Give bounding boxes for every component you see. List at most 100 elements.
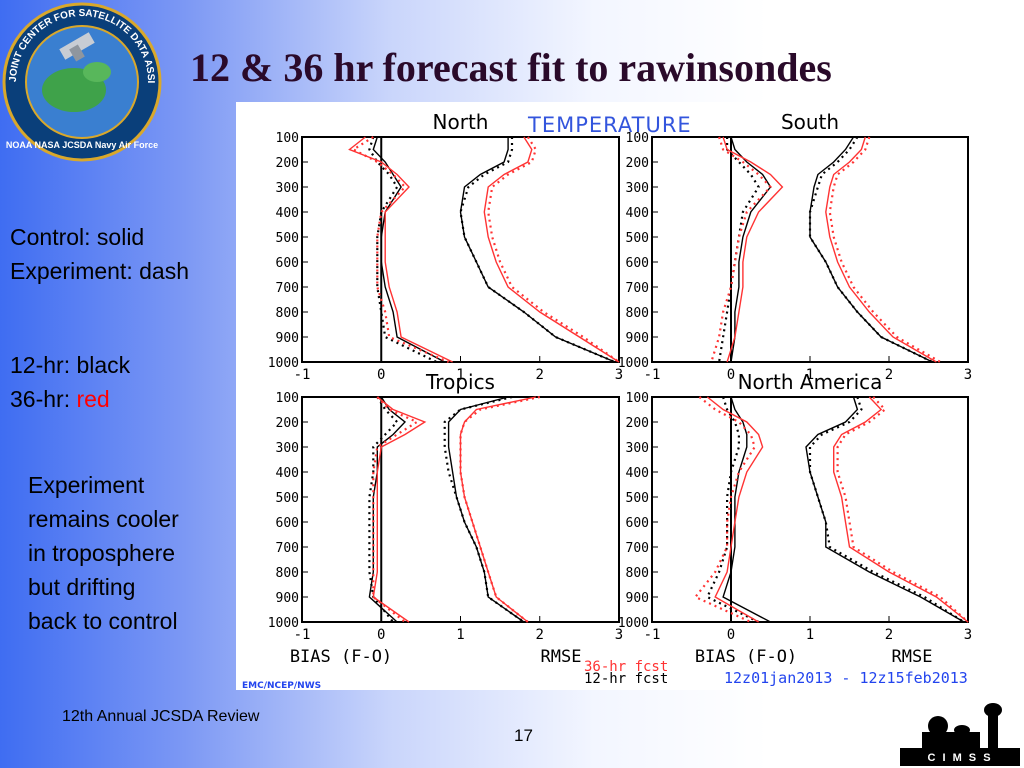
series-line-rmse-36hr-control bbox=[825, 136, 937, 363]
y-tick-label: 800 bbox=[276, 306, 299, 321]
logo-bottom-text: NOAA NASA JCSDA Navy Air Force bbox=[6, 140, 158, 150]
y-tick-label: 700 bbox=[276, 541, 299, 556]
x-tick-label: 3 bbox=[615, 367, 623, 383]
y-tick-label: 600 bbox=[276, 256, 299, 271]
note-line: remains cooler bbox=[28, 506, 179, 532]
footer-text: 12th Annual JCSDA Review bbox=[62, 708, 260, 725]
panel-title: North bbox=[433, 110, 489, 134]
x-tick-label: 0 bbox=[377, 627, 385, 643]
x-tick-label: 3 bbox=[964, 367, 972, 383]
y-tick-label: 100 bbox=[276, 131, 299, 146]
y-tick-label: 1000 bbox=[618, 356, 649, 371]
xlabel-bias-right: BIAS (F-O) bbox=[695, 647, 797, 667]
x-tick-label: -1 bbox=[294, 627, 311, 643]
series-line-rmse-36hr-experiment bbox=[459, 395, 541, 623]
cimss-text: C I M S S bbox=[927, 752, 992, 764]
x-tick-label: 0 bbox=[727, 367, 735, 383]
y-tick-label: 100 bbox=[276, 391, 299, 406]
y-tick-label: 200 bbox=[626, 156, 649, 171]
note-line: but drifting bbox=[28, 574, 136, 600]
panel-title: South bbox=[781, 110, 839, 134]
y-tick-label: 400 bbox=[276, 466, 299, 481]
x-tick-label: 1 bbox=[806, 367, 814, 383]
series-line-bias-12hr-experiment bbox=[705, 396, 760, 623]
x-tick-label: 2 bbox=[536, 627, 544, 643]
y-tick-label: 400 bbox=[276, 206, 299, 221]
variable-label: TEMPERATURE bbox=[527, 113, 692, 137]
x-tick-label: 0 bbox=[377, 367, 385, 383]
page-number: 17 bbox=[514, 726, 533, 745]
x-tick-label: 2 bbox=[885, 627, 893, 643]
plot-frame bbox=[301, 136, 620, 363]
y-tick-label: 600 bbox=[626, 256, 649, 271]
series-line-rmse-12hr-experiment bbox=[443, 395, 525, 623]
x-tick-label: 1 bbox=[456, 627, 464, 643]
jcsda-logo: JOINT CENTER FOR SATELLITE DATA ASSIMILA… bbox=[2, 2, 162, 162]
note-line: Experiment bbox=[28, 472, 145, 498]
x-tick-label: 3 bbox=[615, 627, 623, 643]
note-line: in troposphere bbox=[28, 540, 176, 566]
y-tick-label: 300 bbox=[626, 181, 649, 196]
series-line-bias-12hr-control bbox=[372, 136, 446, 363]
y-tick-label: 200 bbox=[276, 416, 299, 431]
y-tick-label: 700 bbox=[626, 541, 649, 556]
y-tick-label: 1000 bbox=[268, 356, 299, 371]
x-tick-label: -1 bbox=[644, 367, 661, 383]
y-tick-label: 800 bbox=[626, 566, 649, 581]
y-tick-label: 400 bbox=[626, 206, 649, 221]
y-tick-label: 100 bbox=[626, 391, 649, 406]
series-line-rmse-36hr-experiment bbox=[828, 136, 941, 363]
y-tick-label: 900 bbox=[276, 591, 299, 606]
series-line-rmse-12hr-experiment bbox=[808, 136, 933, 363]
series-line-bias-36hr-control bbox=[372, 396, 427, 623]
y-tick-label: 1000 bbox=[268, 616, 299, 631]
run-legend: Control: solid Experiment: dash bbox=[10, 220, 189, 288]
x-tick-label: 2 bbox=[536, 367, 544, 383]
series-line-rmse-36hr-experiment bbox=[487, 136, 620, 363]
series-line-bias-36hr-control bbox=[722, 136, 784, 363]
y-tick-label: 300 bbox=[276, 181, 299, 196]
legend-12hr: 12-hr fcst bbox=[584, 671, 668, 687]
forecast-legend: 12-hr: black 36-hr: red bbox=[10, 348, 130, 416]
xlabel-rmse-right: RMSE bbox=[892, 647, 933, 667]
xlabel-bias-left: BIAS (F-O) bbox=[290, 647, 392, 667]
plot-frame bbox=[651, 136, 969, 363]
experiment-legend: Experiment: dash bbox=[10, 258, 189, 284]
series-line-rmse-36hr-control bbox=[483, 136, 620, 363]
y-tick-label: 900 bbox=[276, 331, 299, 346]
slide-title: 12 & 36 hr forecast fit to rawinsondes bbox=[190, 45, 832, 90]
hr36-legend: 36-hr: red bbox=[10, 382, 130, 416]
x-tick-label: 1 bbox=[806, 627, 814, 643]
x-tick-label: -1 bbox=[644, 627, 661, 643]
series-line-bias-36hr-experiment bbox=[693, 396, 756, 624]
x-tick-label: 1 bbox=[456, 367, 464, 383]
series-line-bias-36hr-control bbox=[706, 396, 764, 623]
y-tick-label: 200 bbox=[276, 156, 299, 171]
series-line-rmse-12hr-control bbox=[805, 396, 965, 623]
hr36-word: red bbox=[76, 386, 110, 412]
cimss-logo: C I M S S bbox=[900, 703, 1020, 766]
series-line-rmse-12hr-experiment bbox=[459, 137, 616, 364]
note-line: back to control bbox=[28, 608, 178, 634]
y-tick-label: 200 bbox=[626, 416, 649, 431]
y-tick-label: 300 bbox=[626, 441, 649, 456]
x-tick-label: 2 bbox=[885, 367, 893, 383]
figure-credit: EMC/NCEP/NWS bbox=[242, 681, 321, 690]
y-tick-label: 900 bbox=[626, 331, 649, 346]
xlabel-rmse-left: RMSE bbox=[541, 647, 582, 667]
y-tick-label: 600 bbox=[626, 516, 649, 531]
y-tick-label: 300 bbox=[276, 441, 299, 456]
y-tick-label: 500 bbox=[276, 491, 299, 506]
x-tick-label: 3 bbox=[964, 627, 972, 643]
y-tick-label: 800 bbox=[626, 306, 649, 321]
legend-36hr: 36-hr fcst bbox=[584, 659, 668, 675]
y-tick-label: 100 bbox=[626, 131, 649, 146]
series-line-bias-36hr-control bbox=[348, 136, 453, 363]
hr12-legend: 12-hr: black bbox=[10, 352, 131, 378]
x-tick-label: 0 bbox=[727, 627, 735, 643]
x-tick-label: -1 bbox=[294, 367, 311, 383]
y-tick-label: 900 bbox=[626, 591, 649, 606]
series-line-rmse-36hr-control bbox=[833, 396, 969, 623]
